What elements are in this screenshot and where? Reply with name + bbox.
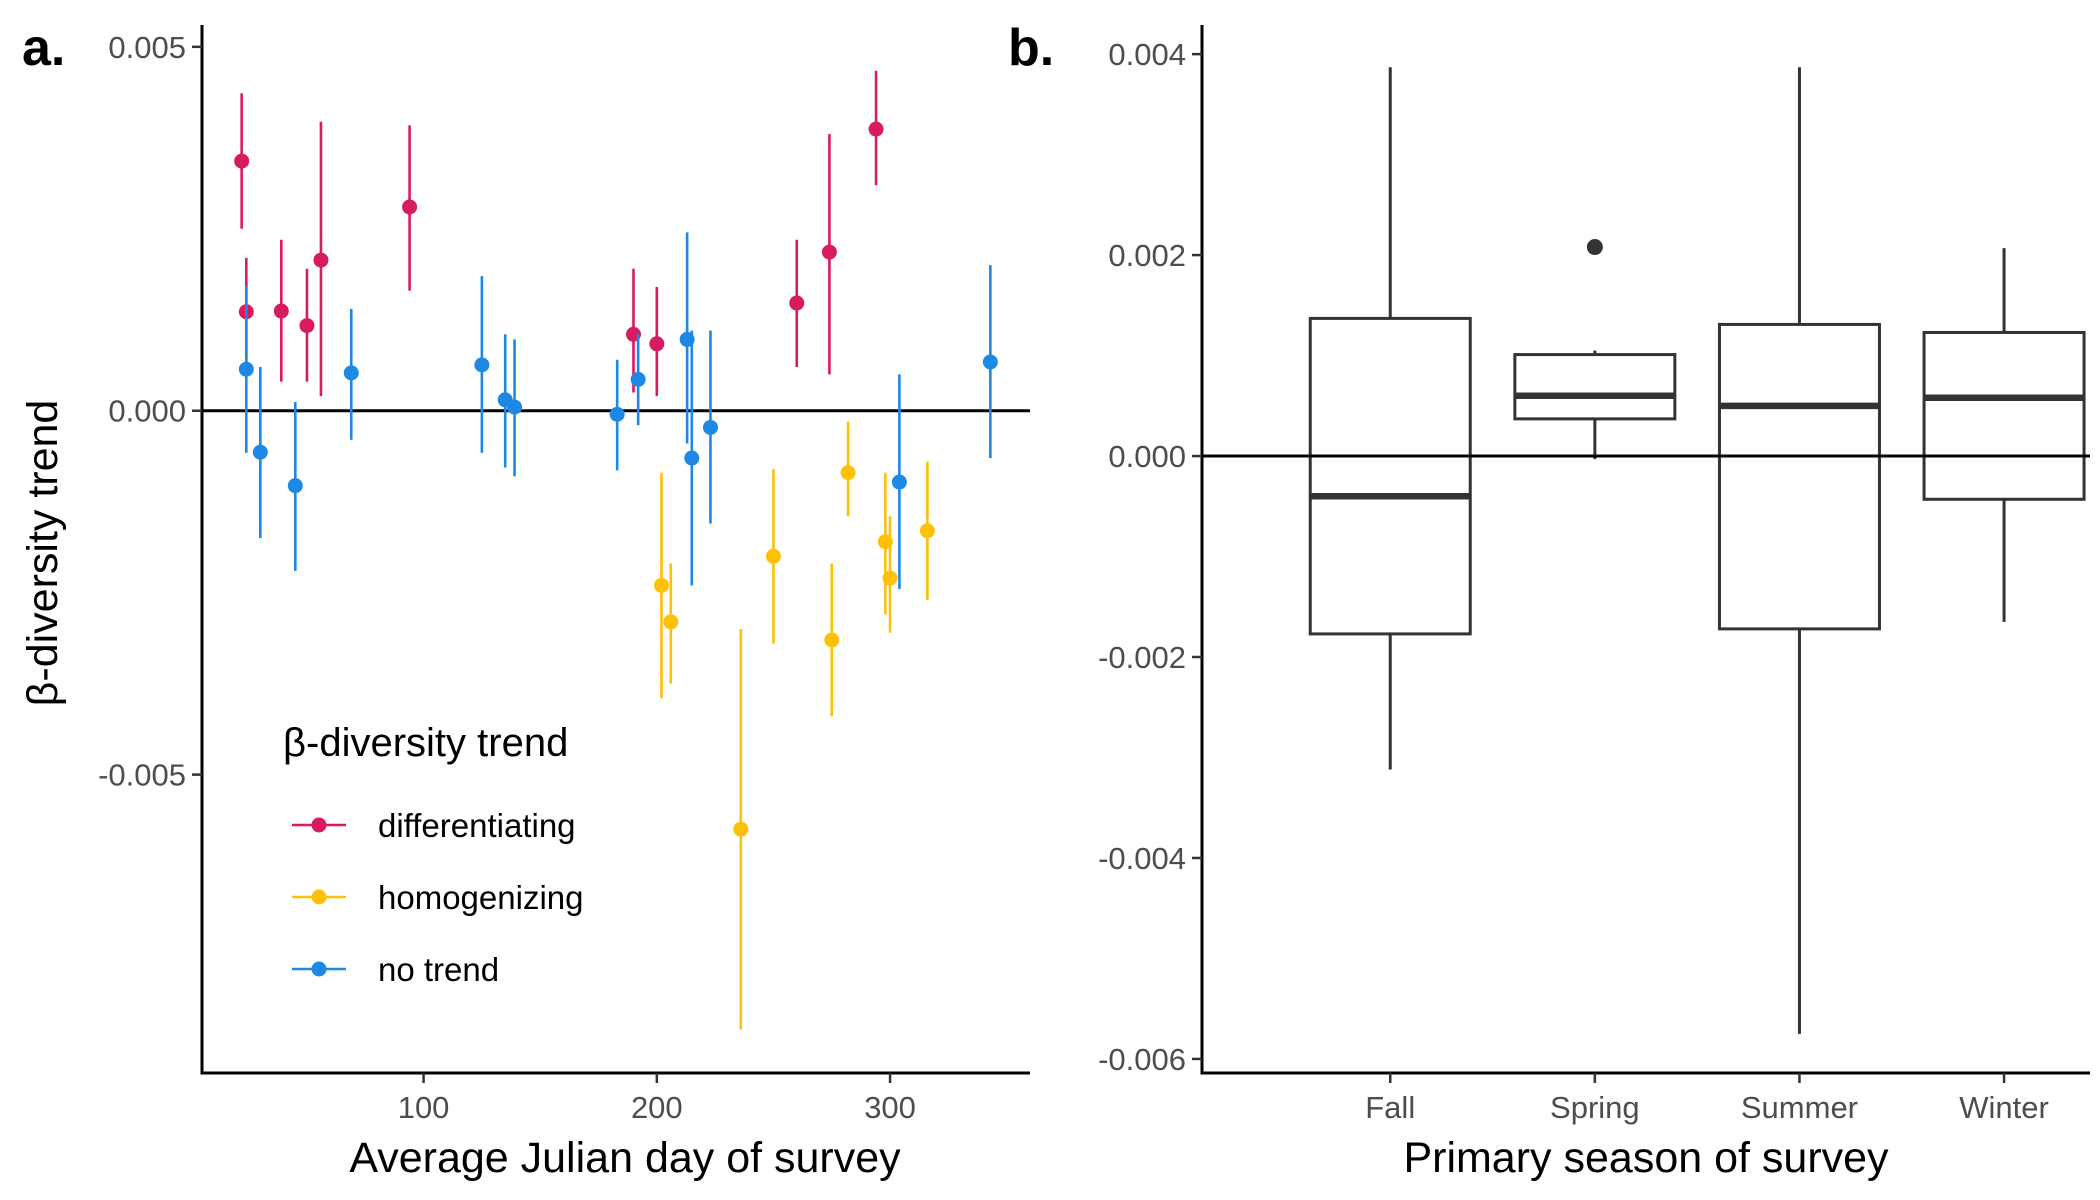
box-summer <box>1717 67 1881 1034</box>
y-tick-label: -0.006 <box>1098 1042 1186 1077</box>
data-point <box>663 614 679 630</box>
panel-b-data-marks <box>1308 67 2086 1034</box>
panel-a-axes <box>200 25 1030 1075</box>
panel-a-tick-labels: 0.005 0.000 -0.005 100 200 300 <box>98 30 916 1125</box>
panel-b-label: b. <box>1008 19 1054 77</box>
data-point <box>840 465 856 481</box>
x-tick-label: 300 <box>864 1090 916 1125</box>
legend-key-point <box>311 961 327 977</box>
data-point <box>609 406 625 422</box>
box-winter <box>1922 248 2086 622</box>
legend-key-point <box>311 817 327 833</box>
data-point <box>733 821 749 837</box>
y-tick-label: -0.005 <box>98 758 186 793</box>
data-point <box>653 577 669 593</box>
data-point <box>824 632 840 648</box>
data-point <box>287 478 303 494</box>
x-tick-label: 100 <box>398 1090 450 1125</box>
data-point <box>402 199 418 215</box>
data-point <box>919 523 935 539</box>
y-tick-label: 0.002 <box>1108 238 1186 273</box>
data-point <box>821 244 837 260</box>
data-point <box>234 153 250 169</box>
iqr-box <box>1717 322 1881 631</box>
data-point <box>313 252 329 268</box>
x-tick-label-winter: Winter <box>1959 1090 2049 1125</box>
data-point <box>891 474 907 490</box>
panel-a-data-marks <box>234 70 998 1030</box>
legend-item-no-trend: no trend <box>292 951 499 988</box>
legend-key-point <box>311 889 327 905</box>
y-tick-label: 0.000 <box>1108 439 1186 474</box>
data-point <box>474 357 490 373</box>
data-point <box>684 450 700 466</box>
box-fall <box>1308 67 1472 770</box>
legend-label: no trend <box>378 951 499 988</box>
series-homogenizing <box>653 421 935 1030</box>
y-tick-label: -0.004 <box>1098 841 1186 876</box>
x-tick-label-summer: Summer <box>1741 1090 1858 1125</box>
data-point <box>343 365 359 381</box>
panel-b-x-axis-title: Primary season of survey <box>1403 1134 1889 1182</box>
iqr-box <box>1922 330 2086 501</box>
x-tick-label: 200 <box>631 1090 683 1125</box>
data-point <box>765 548 781 564</box>
legend-label: differentiating <box>378 807 576 844</box>
series-no-trend <box>238 232 998 590</box>
data-point <box>630 371 646 387</box>
iqr-box <box>1513 353 1677 421</box>
legend-keys: differentiating homogenizing no trend <box>292 807 583 988</box>
iqr-box <box>1308 316 1472 636</box>
data-point <box>982 354 998 370</box>
panel-b-axes <box>1200 25 2090 1075</box>
y-tick-label: -0.002 <box>1098 640 1186 675</box>
panel-a-scatter: a. 0.005 0.000 -0.005 100 200 300 Average Jul… <box>19 19 1030 1182</box>
x-tick-label-fall: Fall <box>1365 1090 1415 1125</box>
box-spring <box>1513 239 1677 460</box>
data-point <box>649 336 665 352</box>
legend-label: homogenizing <box>378 879 583 916</box>
panel-a-y-axis-title: β-diversity trend <box>19 400 67 707</box>
panel-b-boxplot: b. 0.004 0.002 0.000 -0.002 -0.004 -0.006 Fall… <box>1008 19 2090 1182</box>
panel-a-label: a. <box>22 19 65 77</box>
panel-a-x-axis-title: Average Julian day of survey <box>349 1134 901 1182</box>
data-point <box>702 419 718 435</box>
data-point <box>238 361 254 377</box>
y-tick-label: 0.004 <box>1108 37 1186 72</box>
data-point <box>299 318 315 334</box>
data-point <box>273 303 289 319</box>
legend: β-diversity trend differentiating homogen… <box>283 721 583 988</box>
series-differentiating <box>234 70 884 397</box>
panel-b-tick-labels: 0.004 0.002 0.000 -0.002 -0.004 -0.006 Fall Spr… <box>1098 37 2049 1125</box>
legend-title: β-diversity trend <box>283 721 568 765</box>
data-point <box>789 295 805 311</box>
data-point <box>252 444 268 460</box>
y-tick-label: 0.000 <box>108 394 186 429</box>
legend-item-homogenizing: homogenizing <box>292 879 583 916</box>
data-point <box>868 121 884 137</box>
data-point <box>507 399 523 415</box>
x-tick-label-spring: Spring <box>1550 1090 1640 1125</box>
data-point <box>882 570 898 586</box>
y-tick-label: 0.005 <box>108 30 186 65</box>
outlier-point <box>1586 239 1603 256</box>
legend-item-differentiating: differentiating <box>292 807 576 844</box>
